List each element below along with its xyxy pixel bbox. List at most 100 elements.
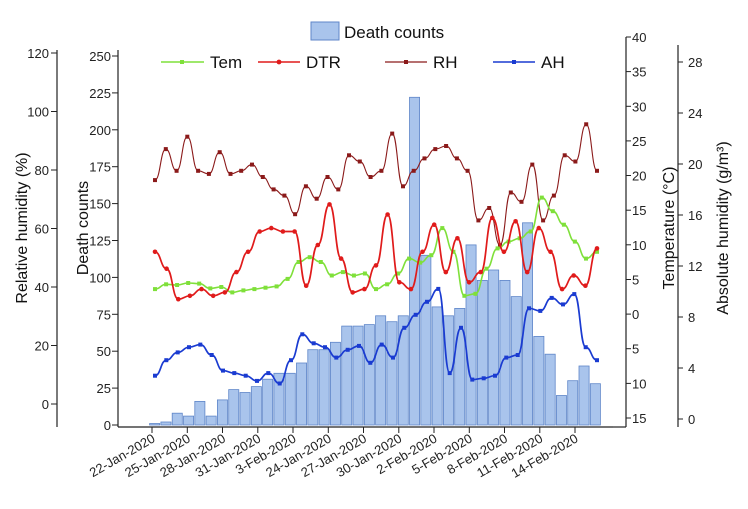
point-rh bbox=[206, 171, 211, 176]
legend-marker-rh bbox=[404, 60, 408, 64]
bar-death-count bbox=[567, 380, 579, 426]
point-dtr bbox=[338, 256, 344, 261]
rh-tick-label: 40 bbox=[35, 280, 49, 295]
point-ah bbox=[311, 341, 316, 346]
temperature-tick-label: 10 bbox=[632, 376, 646, 391]
bar-death-count bbox=[149, 423, 161, 426]
point-dtr bbox=[513, 219, 518, 224]
point-tem bbox=[263, 285, 268, 290]
point-tem bbox=[572, 239, 577, 244]
bar-death-count bbox=[476, 279, 488, 426]
bar-death-count bbox=[386, 321, 398, 426]
point-ah bbox=[436, 286, 441, 291]
rh-tick-label: 100 bbox=[27, 105, 49, 120]
point-tem bbox=[484, 266, 489, 271]
point-tem bbox=[252, 287, 257, 292]
bar-death-count bbox=[183, 415, 195, 426]
point-tem bbox=[396, 271, 401, 276]
bar-death-count bbox=[216, 399, 228, 426]
point-dtr bbox=[490, 215, 495, 221]
temperature-axis-title: Temperature (°C) bbox=[661, 167, 678, 290]
point-dtr bbox=[327, 202, 332, 207]
point-rh bbox=[239, 168, 244, 173]
point-dtr bbox=[222, 290, 228, 295]
point-dtr bbox=[245, 249, 251, 255]
bar-death-count bbox=[296, 362, 308, 426]
bar-death-count bbox=[510, 296, 522, 426]
point-rh bbox=[476, 218, 481, 223]
point-rh bbox=[487, 206, 492, 210]
lines-layer bbox=[152, 122, 600, 386]
point-dtr bbox=[443, 269, 449, 275]
legend: Death counts Tem DTR RH AH bbox=[161, 21, 565, 72]
bar-death-count bbox=[589, 383, 601, 426]
point-rh bbox=[519, 199, 524, 204]
point-ah bbox=[595, 358, 599, 363]
legend-marker-ah bbox=[512, 60, 516, 64]
bar-death-count bbox=[171, 412, 183, 426]
bar-death-count bbox=[465, 244, 477, 426]
death-tick-label: 0 bbox=[104, 418, 111, 433]
temperature-tick-label: 5 bbox=[632, 273, 639, 288]
bar-death-count bbox=[375, 315, 387, 426]
legend-marker-dtr bbox=[276, 59, 282, 65]
point-tem bbox=[307, 255, 312, 260]
point-ah bbox=[504, 355, 509, 360]
temperature-tick-label: 10 bbox=[632, 238, 646, 253]
temperature-tick-label: 35 bbox=[632, 65, 646, 80]
point-tem bbox=[440, 226, 445, 231]
point-tem bbox=[385, 282, 390, 287]
point-tem bbox=[462, 293, 467, 298]
point-rh bbox=[584, 122, 589, 127]
point-dtr bbox=[176, 296, 181, 302]
point-ah bbox=[289, 358, 293, 363]
point-tem bbox=[274, 284, 279, 289]
death-tick-label: 100 bbox=[89, 270, 111, 285]
point-rh bbox=[444, 144, 449, 148]
point-ah bbox=[153, 373, 157, 378]
point-ah bbox=[198, 342, 203, 347]
point-ah bbox=[277, 381, 282, 386]
point-dtr bbox=[524, 269, 530, 275]
point-rh bbox=[422, 156, 427, 161]
point-ah bbox=[323, 345, 327, 350]
point-dtr bbox=[431, 222, 437, 227]
point-dtr bbox=[199, 286, 204, 292]
point-rh bbox=[196, 168, 201, 173]
point-tem bbox=[186, 281, 191, 285]
death-tick-label: 200 bbox=[89, 123, 111, 138]
ah-tick-label: 16 bbox=[688, 208, 702, 223]
point-tem bbox=[473, 291, 478, 296]
point-ah bbox=[447, 371, 452, 376]
point-dtr bbox=[350, 290, 356, 295]
point-tem bbox=[451, 249, 456, 254]
point-rh bbox=[271, 187, 276, 192]
point-rh bbox=[562, 153, 567, 158]
point-dtr bbox=[303, 283, 309, 289]
point-dtr bbox=[280, 229, 286, 234]
point-dtr bbox=[583, 283, 588, 289]
point-tem bbox=[495, 246, 500, 251]
bar-death-count bbox=[284, 372, 296, 426]
point-ah bbox=[243, 373, 248, 378]
ah-tick-label: 20 bbox=[688, 157, 702, 172]
point-dtr bbox=[571, 273, 576, 278]
point-tem bbox=[318, 260, 323, 264]
point-rh bbox=[174, 168, 179, 173]
bar-death-count bbox=[488, 269, 500, 426]
point-tem bbox=[407, 256, 412, 261]
bar-death-count bbox=[363, 324, 375, 426]
bars-layer bbox=[149, 96, 601, 426]
bar-death-count bbox=[205, 415, 217, 426]
point-ah bbox=[470, 377, 475, 382]
point-dtr bbox=[466, 280, 472, 285]
point-ah bbox=[538, 308, 543, 313]
bar-death-count bbox=[273, 372, 285, 426]
point-dtr bbox=[478, 269, 484, 275]
temperature-tick-label: 15 bbox=[632, 411, 646, 426]
point-tem bbox=[429, 253, 434, 258]
bar-death-count bbox=[160, 421, 172, 426]
point-dtr bbox=[385, 212, 390, 217]
point-rh bbox=[508, 190, 513, 195]
